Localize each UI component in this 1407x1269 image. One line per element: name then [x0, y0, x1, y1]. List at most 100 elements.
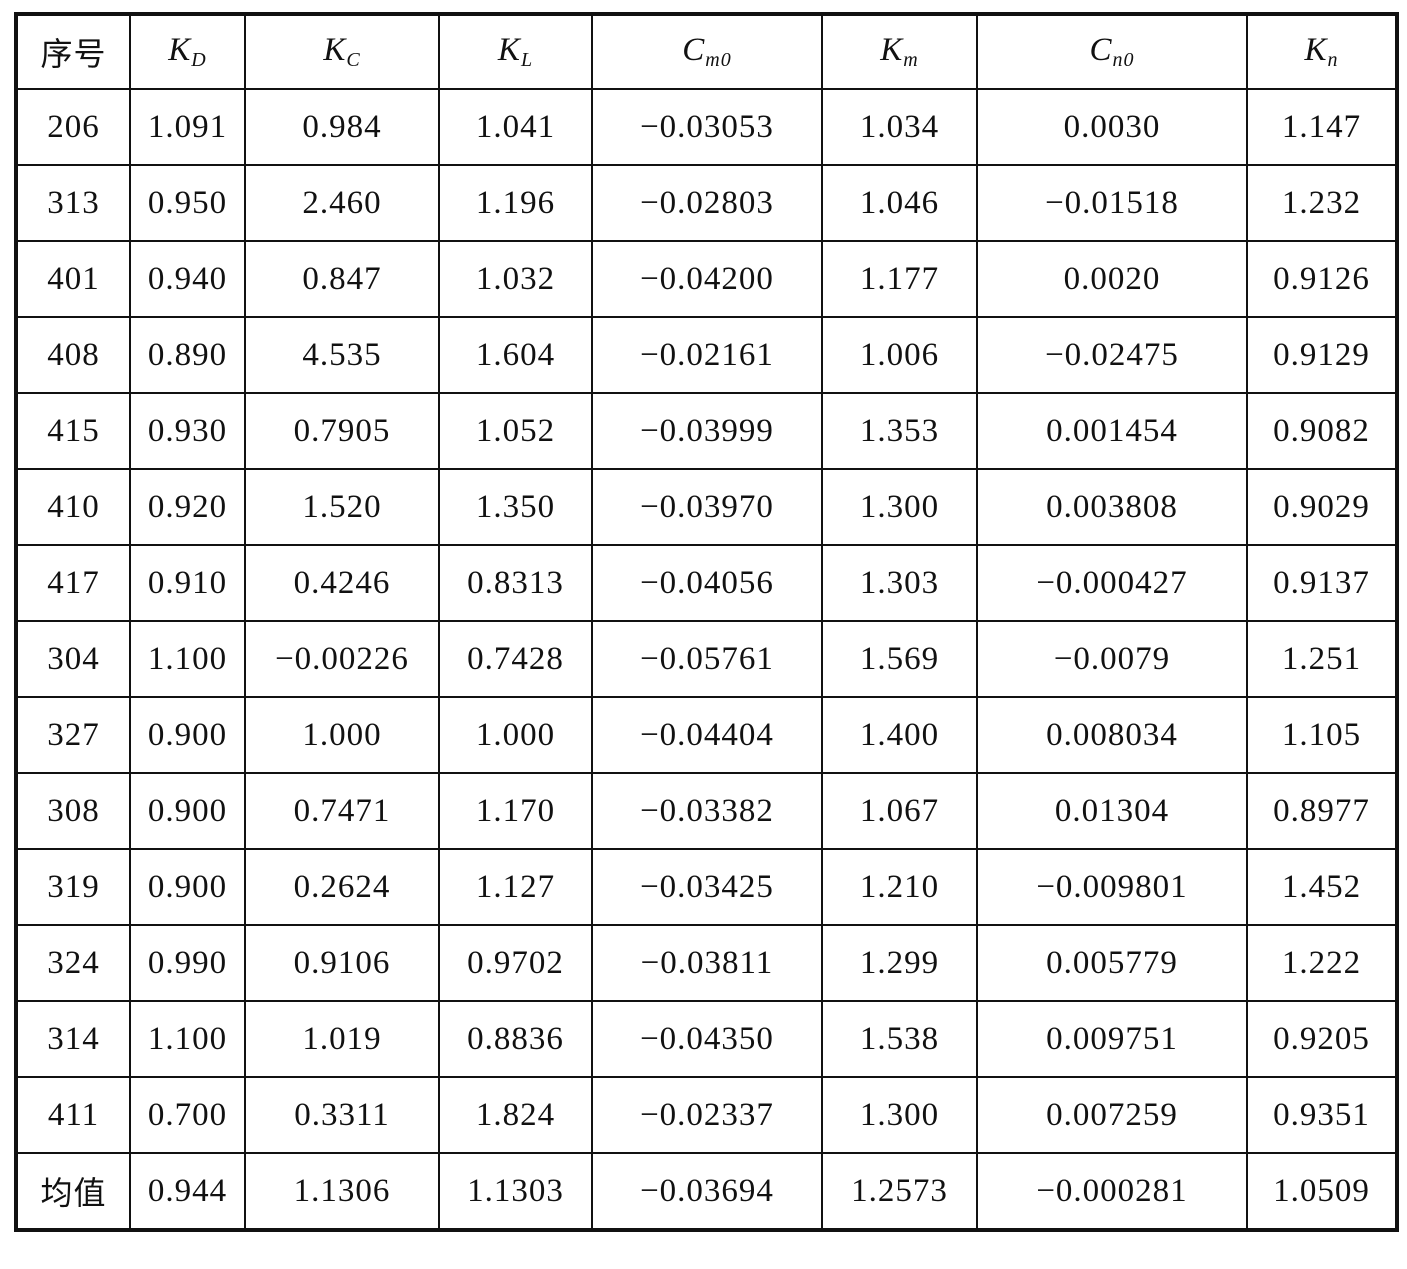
table-cell: 0.9029: [1246, 468, 1398, 546]
table-cell: 1.350: [438, 468, 593, 546]
table-cell: 0.8836: [438, 1000, 593, 1078]
table-cell: −0.05761: [591, 620, 823, 698]
table-cell: 327: [15, 696, 131, 774]
table-cell: 1.300: [821, 468, 978, 546]
table-cell: 411: [15, 1076, 131, 1154]
header-label: 序号: [40, 35, 107, 73]
table-cell: 0.008034: [976, 696, 1248, 774]
header-subscript: n: [1327, 49, 1339, 71]
header-symbol: K: [497, 32, 521, 68]
table-cell: 0.930: [129, 392, 246, 470]
column-header: KD: [129, 13, 246, 90]
table-cell: −0.04404: [591, 696, 823, 774]
header-symbol: C: [682, 32, 706, 68]
table-row: 324 0.990 0.9106 0.9702 −0.03811 1.299 0.00577…: [15, 924, 1398, 1002]
table-cell: 1.052: [438, 392, 593, 470]
table-cell: 314: [15, 1000, 131, 1078]
table-cell: 1.604: [438, 316, 593, 394]
table-cell: 1.091: [129, 88, 246, 166]
table-cell: 0.0030: [976, 88, 1248, 166]
table-cell: 1.251: [1246, 620, 1398, 698]
table-cell: 1.400: [821, 696, 978, 774]
table-cell: −0.03425: [591, 848, 823, 926]
table-cell: 1.353: [821, 392, 978, 470]
table-cell: 均值: [15, 1152, 131, 1231]
table-cell: 0.001454: [976, 392, 1248, 470]
table-cell: 0.950: [129, 164, 246, 242]
table-row: 313 0.950 2.460 1.196 −0.02803 1.046 −0.01518 1…: [15, 164, 1398, 242]
header-subscript: n0: [1112, 49, 1135, 71]
table-row: 408 0.890 4.535 1.604 −0.02161 1.006 −0.02475 0…: [15, 316, 1398, 394]
table-cell: −0.02161: [591, 316, 823, 394]
table-cell: 0.0020: [976, 240, 1248, 318]
mean-row: 均值 0.944 1.1306 1.1303 −0.03694 1.2573 −0.0002…: [15, 1152, 1398, 1231]
table-cell: 0.910: [129, 544, 246, 622]
header-symbol: K: [880, 32, 904, 68]
table-cell: −0.000427: [976, 544, 1248, 622]
table-cell: 0.9702: [438, 924, 593, 1002]
table-cell: 0.920: [129, 468, 246, 546]
table-cell: 0.944: [129, 1152, 246, 1231]
table-cell: 417: [15, 544, 131, 622]
table-cell: 1.824: [438, 1076, 593, 1154]
table-cell: 1.1306: [244, 1152, 440, 1231]
table-cell: 0.01304: [976, 772, 1248, 850]
table-cell: 1.006: [821, 316, 978, 394]
table-cell: 1.303: [821, 544, 978, 622]
table-row: 308 0.900 0.7471 1.170 −0.03382 1.067 0.01304 0…: [15, 772, 1398, 850]
table-cell: −0.04056: [591, 544, 823, 622]
table-cell: 1.210: [821, 848, 978, 926]
table-cell: 1.067: [821, 772, 978, 850]
table-cell: 0.9205: [1246, 1000, 1398, 1078]
table-cell: −0.0079: [976, 620, 1248, 698]
table-cell: 1.046: [821, 164, 978, 242]
table-cell: 0.2624: [244, 848, 440, 926]
column-header: Kn: [1246, 13, 1398, 90]
table-cell: 0.890: [129, 316, 246, 394]
table-cell: 415: [15, 392, 131, 470]
table-cell: −0.03999: [591, 392, 823, 470]
table-cell: −0.03694: [591, 1152, 823, 1231]
table-cell: −0.009801: [976, 848, 1248, 926]
table-cell: 0.847: [244, 240, 440, 318]
column-header: KC: [244, 13, 440, 90]
header-subscript: C: [346, 49, 361, 71]
table-cell: 1.2573: [821, 1152, 978, 1231]
table-cell: 0.9137: [1246, 544, 1398, 622]
table-cell: 1.232: [1246, 164, 1398, 242]
table-cell: 0.9351: [1246, 1076, 1398, 1154]
table-cell: −0.03053: [591, 88, 823, 166]
table-cell: 0.4246: [244, 544, 440, 622]
table-cell: −0.03811: [591, 924, 823, 1002]
column-header: KL: [438, 13, 593, 90]
table-cell: 308: [15, 772, 131, 850]
table-cell: −0.01518: [976, 164, 1248, 242]
table-cell: 1.538: [821, 1000, 978, 1078]
table-row: 411 0.700 0.3311 1.824 −0.02337 1.300 0.007259…: [15, 1076, 1398, 1154]
table-row: 314 1.100 1.019 0.8836 −0.04350 1.538 0.009751…: [15, 1000, 1398, 1078]
table-cell: −0.00226: [244, 620, 440, 698]
table-cell: 1.000: [244, 696, 440, 774]
table-cell: 0.9106: [244, 924, 440, 1002]
data-table: 序号 KD KC KL Cm0 Km Cn0 Kn 206 1.091 0.984 1.041 −0.…: [14, 12, 1399, 1232]
table-cell: 1.520: [244, 468, 440, 546]
table-cell: 0.984: [244, 88, 440, 166]
table-cell: 1.1303: [438, 1152, 593, 1231]
table-cell: 0.9082: [1246, 392, 1398, 470]
table-cell: 1.100: [129, 1000, 246, 1078]
table-cell: 1.000: [438, 696, 593, 774]
table-cell: 1.032: [438, 240, 593, 318]
table-cell: 1.127: [438, 848, 593, 926]
table-cell: −0.04200: [591, 240, 823, 318]
table-cell: −0.02337: [591, 1076, 823, 1154]
table-cell: 0.900: [129, 772, 246, 850]
table-cell: 0.7471: [244, 772, 440, 850]
header-symbol: C: [1089, 32, 1113, 68]
table-cell: 0.009751: [976, 1000, 1248, 1078]
column-header: 序号: [15, 13, 131, 90]
table-cell: −0.04350: [591, 1000, 823, 1078]
table-cell: 304: [15, 620, 131, 698]
table-cell: 1.300: [821, 1076, 978, 1154]
header-row: 序号 KD KC KL Cm0 Km Cn0 Kn: [15, 13, 1398, 90]
header-subscript: m0: [705, 49, 732, 71]
